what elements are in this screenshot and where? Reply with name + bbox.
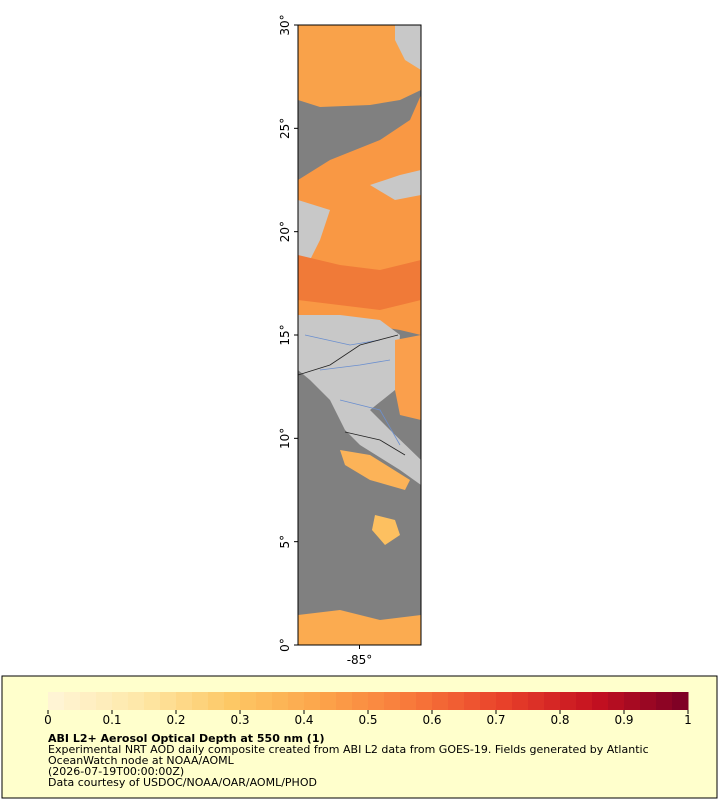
colorbar-tick-label: 0.5 — [358, 713, 377, 727]
aod-area — [372, 515, 400, 545]
colorbar-swatch — [64, 692, 81, 710]
y-tick-label: 20° — [278, 221, 292, 242]
land — [298, 315, 421, 485]
colorbar-swatch — [432, 692, 449, 710]
y-tick-label: 25° — [278, 118, 292, 139]
colorbar-swatch — [80, 692, 97, 710]
colorbar-swatch — [208, 692, 225, 710]
colorbar-swatch — [352, 692, 369, 710]
aod-area — [340, 450, 410, 490]
colorbar-swatch — [528, 692, 545, 710]
colorbar-swatch — [96, 692, 113, 710]
colorbar-swatch — [192, 692, 209, 710]
colorbar-swatch — [336, 692, 353, 710]
legend-text: OceanWatch node at NOAA/AOML — [48, 754, 235, 767]
y-tick-label: 10° — [278, 428, 292, 449]
legend-text: (2026-07-19T00:00:00Z) — [48, 765, 184, 778]
colorbar-swatch — [400, 692, 417, 710]
colorbar-swatch — [592, 692, 609, 710]
colorbar-tick-label: 0.1 — [102, 713, 121, 727]
aod-area — [298, 25, 421, 107]
colorbar-tick-label: 0 — [44, 713, 52, 727]
x-tick-label: -85° — [347, 653, 373, 667]
aod-area — [298, 610, 421, 645]
colorbar-swatch — [448, 692, 465, 710]
colorbar-swatch — [160, 692, 177, 710]
y-tick-label: 5° — [278, 535, 292, 549]
colorbar-swatch — [544, 692, 561, 710]
land — [298, 200, 330, 275]
colorbar-swatch — [464, 692, 481, 710]
legend-text: Experimental NRT AOD daily composite cre… — [48, 743, 649, 756]
colorbar-swatch — [240, 692, 257, 710]
colorbar-swatch — [320, 692, 337, 710]
legend-text: Data courtesy of USDOC/NOAA/OAR/AOML/PHO… — [48, 776, 317, 789]
y-tick-label: 0° — [278, 638, 292, 652]
colorbar-swatch — [656, 692, 673, 710]
colorbar-swatch — [112, 692, 129, 710]
colorbar-swatch — [672, 692, 689, 710]
colorbar-swatch — [560, 692, 577, 710]
colorbar-swatch — [128, 692, 145, 710]
colorbar-tick-label: 0.7 — [486, 713, 505, 727]
colorbar-tick-label: 1 — [684, 713, 692, 727]
y-tick-label: 30° — [278, 14, 292, 35]
colorbar-swatch — [512, 692, 529, 710]
borders — [297, 334, 406, 456]
colorbar-tick-label: 0.6 — [422, 713, 441, 727]
colorbar-swatch — [416, 692, 433, 710]
colorbar-tick-label: 0.3 — [230, 713, 249, 727]
colorbar-swatch — [368, 692, 385, 710]
colorbar-swatch — [384, 692, 401, 710]
colorbar-swatch — [272, 692, 289, 710]
colorbar-swatch — [256, 692, 273, 710]
land — [370, 170, 421, 200]
aod-area — [298, 255, 421, 310]
colorbar-tick-label: 0.2 — [166, 713, 185, 727]
rivers — [304, 334, 401, 446]
colorbar-swatch — [608, 692, 625, 710]
colorbar-swatch — [176, 692, 193, 710]
colorbar-swatch — [224, 692, 241, 710]
y-tick-label: 15° — [278, 324, 292, 345]
colorbar-swatch — [48, 692, 65, 710]
colorbar-swatch — [624, 692, 641, 710]
colorbar-swatch — [304, 692, 321, 710]
colorbar-tick-label: 0.8 — [550, 713, 569, 727]
colorbar-swatch — [496, 692, 513, 710]
colorbar-tick-label: 0.9 — [614, 713, 633, 727]
legend-title: ABI L2+ Aerosol Optical Depth at 550 nm … — [48, 732, 325, 745]
aod-area — [395, 335, 421, 420]
colorbar-swatch — [288, 692, 305, 710]
colorbar-swatch — [480, 692, 497, 710]
colorbar-tick-label: 0.4 — [294, 713, 313, 727]
map-panel — [297, 24, 422, 646]
colorbar-swatch — [144, 692, 161, 710]
colorbar-swatch — [576, 692, 593, 710]
colorbar-swatch — [640, 692, 657, 710]
land — [395, 25, 421, 70]
